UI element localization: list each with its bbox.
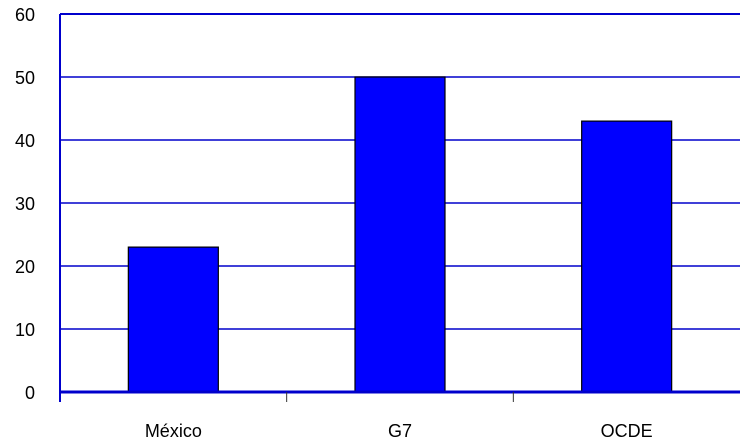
x-category-labels: México G7 OCDE — [145, 421, 653, 441]
axis-layer — [59, 14, 740, 402]
y-tick-label: 60 — [15, 5, 35, 25]
y-tick-label: 50 — [15, 68, 35, 88]
x-category-label: G7 — [388, 421, 412, 441]
y-tick-label: 10 — [15, 320, 35, 340]
y-tick-labels: 0 10 20 30 40 50 60 — [15, 5, 35, 403]
bar — [581, 120, 673, 393]
bar — [127, 246, 219, 393]
x-category-label: México — [145, 421, 202, 441]
x-category-label: OCDE — [601, 421, 653, 441]
bars-layer — [127, 76, 673, 393]
bar — [354, 76, 446, 393]
y-tick-label: 20 — [15, 257, 35, 277]
y-tick-label: 0 — [25, 383, 35, 403]
y-tick-label: 30 — [15, 194, 35, 214]
y-tick-label: 40 — [15, 131, 35, 151]
